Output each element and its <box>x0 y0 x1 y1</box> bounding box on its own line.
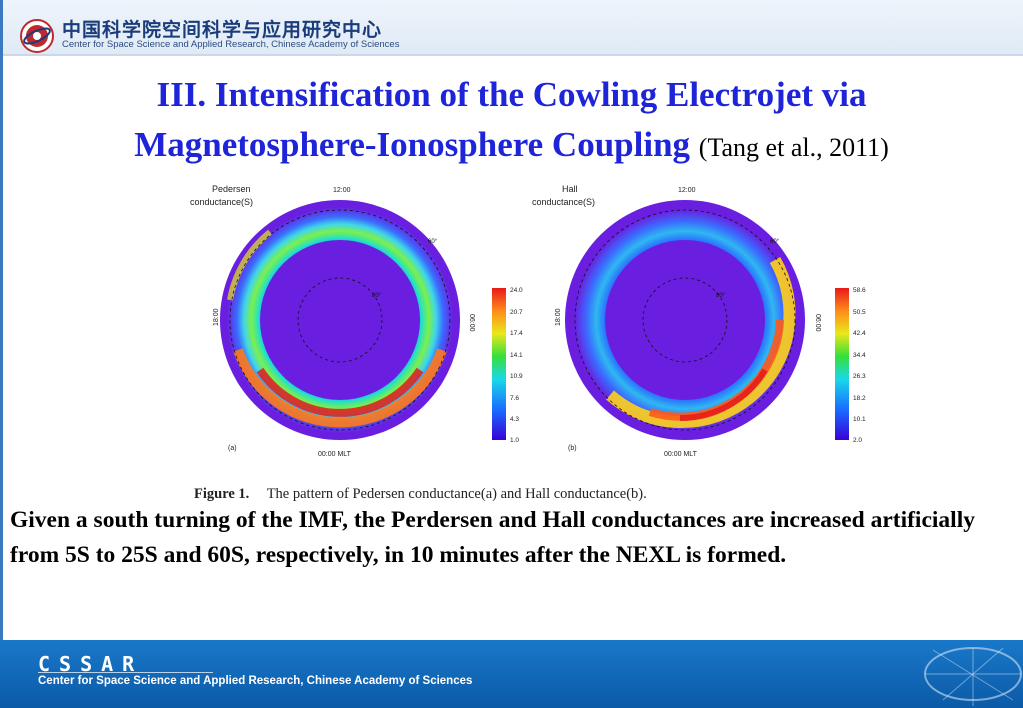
panel-b-lat-inner: 80° <box>716 293 726 299</box>
left-accent-bar <box>0 0 3 640</box>
panel-b-name-1: Hall <box>562 184 578 194</box>
panel-a-tick: 4.3 <box>510 416 519 423</box>
panel-b-lat-outer: 60° <box>770 239 780 245</box>
figure-caption: Figure 1. The pattern of Pedersen conduc… <box>194 486 647 503</box>
footer-text: Center for Space Science and Applied Res… <box>38 675 473 687</box>
panel-b-bottom-label: 00:00 MLT <box>664 451 698 458</box>
panel-b-label: (b) <box>568 445 577 452</box>
panel-a-tick: 1.0 <box>510 437 519 444</box>
panel-b-tick: 58.6 <box>853 287 866 294</box>
panel-b-tick: 2.0 <box>853 437 862 444</box>
panel-a-tick: 24.0 <box>510 287 523 294</box>
panel-b-tick: 50.5 <box>853 309 866 316</box>
panel-a-polar-cap <box>260 240 420 400</box>
panel-b-name-2: conductance(S) <box>532 197 595 207</box>
title-line-2-wrap: Magnetosphere-Ionosphere Coupling (Tang … <box>0 120 1023 173</box>
panel-a-right-label: 06:00 <box>468 314 475 332</box>
panel-a-lat-inner: 80° <box>372 293 382 299</box>
panel-b-right-label: 06:00 <box>814 314 821 332</box>
header-rule <box>0 54 1023 56</box>
panel-a-tick: 14.1 <box>510 352 523 359</box>
panel-a-colorbar <box>492 288 506 440</box>
panel-a-name-2: conductance(S) <box>190 197 253 207</box>
panel-hall: Hall conductance(S) 12:00 60° 80° 18:00 … <box>532 184 866 458</box>
panel-b-left-label: 18:00 <box>555 308 562 326</box>
panel-b-polar-cap <box>605 240 765 400</box>
conductance-figure: Pedersen conductance(S) 12:00 60° 80° 18… <box>190 184 866 458</box>
title-line-2: Magnetosphere-Ionosphere Coupling <box>134 125 691 164</box>
panel-a-tick: 10.9 <box>510 373 523 380</box>
panel-a-lat-outer: 60° <box>428 239 438 245</box>
panel-b-tick: 42.4 <box>853 330 866 337</box>
panel-b-colorbar-ticks: 58.6 50.5 42.4 34.4 26.3 18.2 10.1 2.0 <box>853 287 866 444</box>
panel-a-name-1: Pedersen <box>212 184 251 194</box>
panel-b-colorbar <box>835 288 849 440</box>
footer-bar: CSSAR Center for Space Science and Appli… <box>0 640 1023 708</box>
slide-title: III. Intensification of the Cowling Elec… <box>0 70 1023 173</box>
panel-b-top-label: 12:00 <box>678 187 696 194</box>
body-paragraph: Given a south turning of the IMF, the Pe… <box>10 507 975 568</box>
panel-b-tick: 34.4 <box>853 352 866 359</box>
panel-b-tick: 10.1 <box>853 416 866 423</box>
title-line-1: III. Intensification of the Cowling Elec… <box>156 75 867 114</box>
panel-a-left-label: 18:00 <box>213 308 220 326</box>
institute-name-en: Center for Space Science and Applied Res… <box>62 39 400 50</box>
panel-b-tick: 18.2 <box>853 395 866 402</box>
panel-a-bottom-label: 00:00 MLT <box>318 451 352 458</box>
panel-a-top-label: 12:00 <box>333 187 351 194</box>
caption-text: The pattern of Pedersen conductance(a) a… <box>266 486 647 502</box>
panel-b-tick: 26.3 <box>853 373 866 380</box>
panel-a-tick: 7.6 <box>510 395 519 402</box>
footer-divider <box>38 672 213 673</box>
radio-dish-icon <box>924 647 1022 706</box>
panel-a-tick: 17.4 <box>510 330 523 337</box>
panel-a-tick: 20.7 <box>510 309 523 316</box>
institute-logo-icon <box>20 19 54 53</box>
panel-pedersen: Pedersen conductance(S) 12:00 60° 80° 18… <box>190 184 523 458</box>
caption-label: Figure 1. <box>194 486 250 502</box>
institute-name-cn: 中国科学院空间科学与应用研究中心 <box>62 19 383 41</box>
panel-a-label: (a) <box>228 445 237 452</box>
header-bar <box>0 0 1023 56</box>
panel-a-colorbar-ticks: 24.0 20.7 17.4 14.1 10.9 7.6 4.3 1.0 <box>510 287 523 444</box>
title-citation: (Tang et al., 2011) <box>698 133 889 162</box>
